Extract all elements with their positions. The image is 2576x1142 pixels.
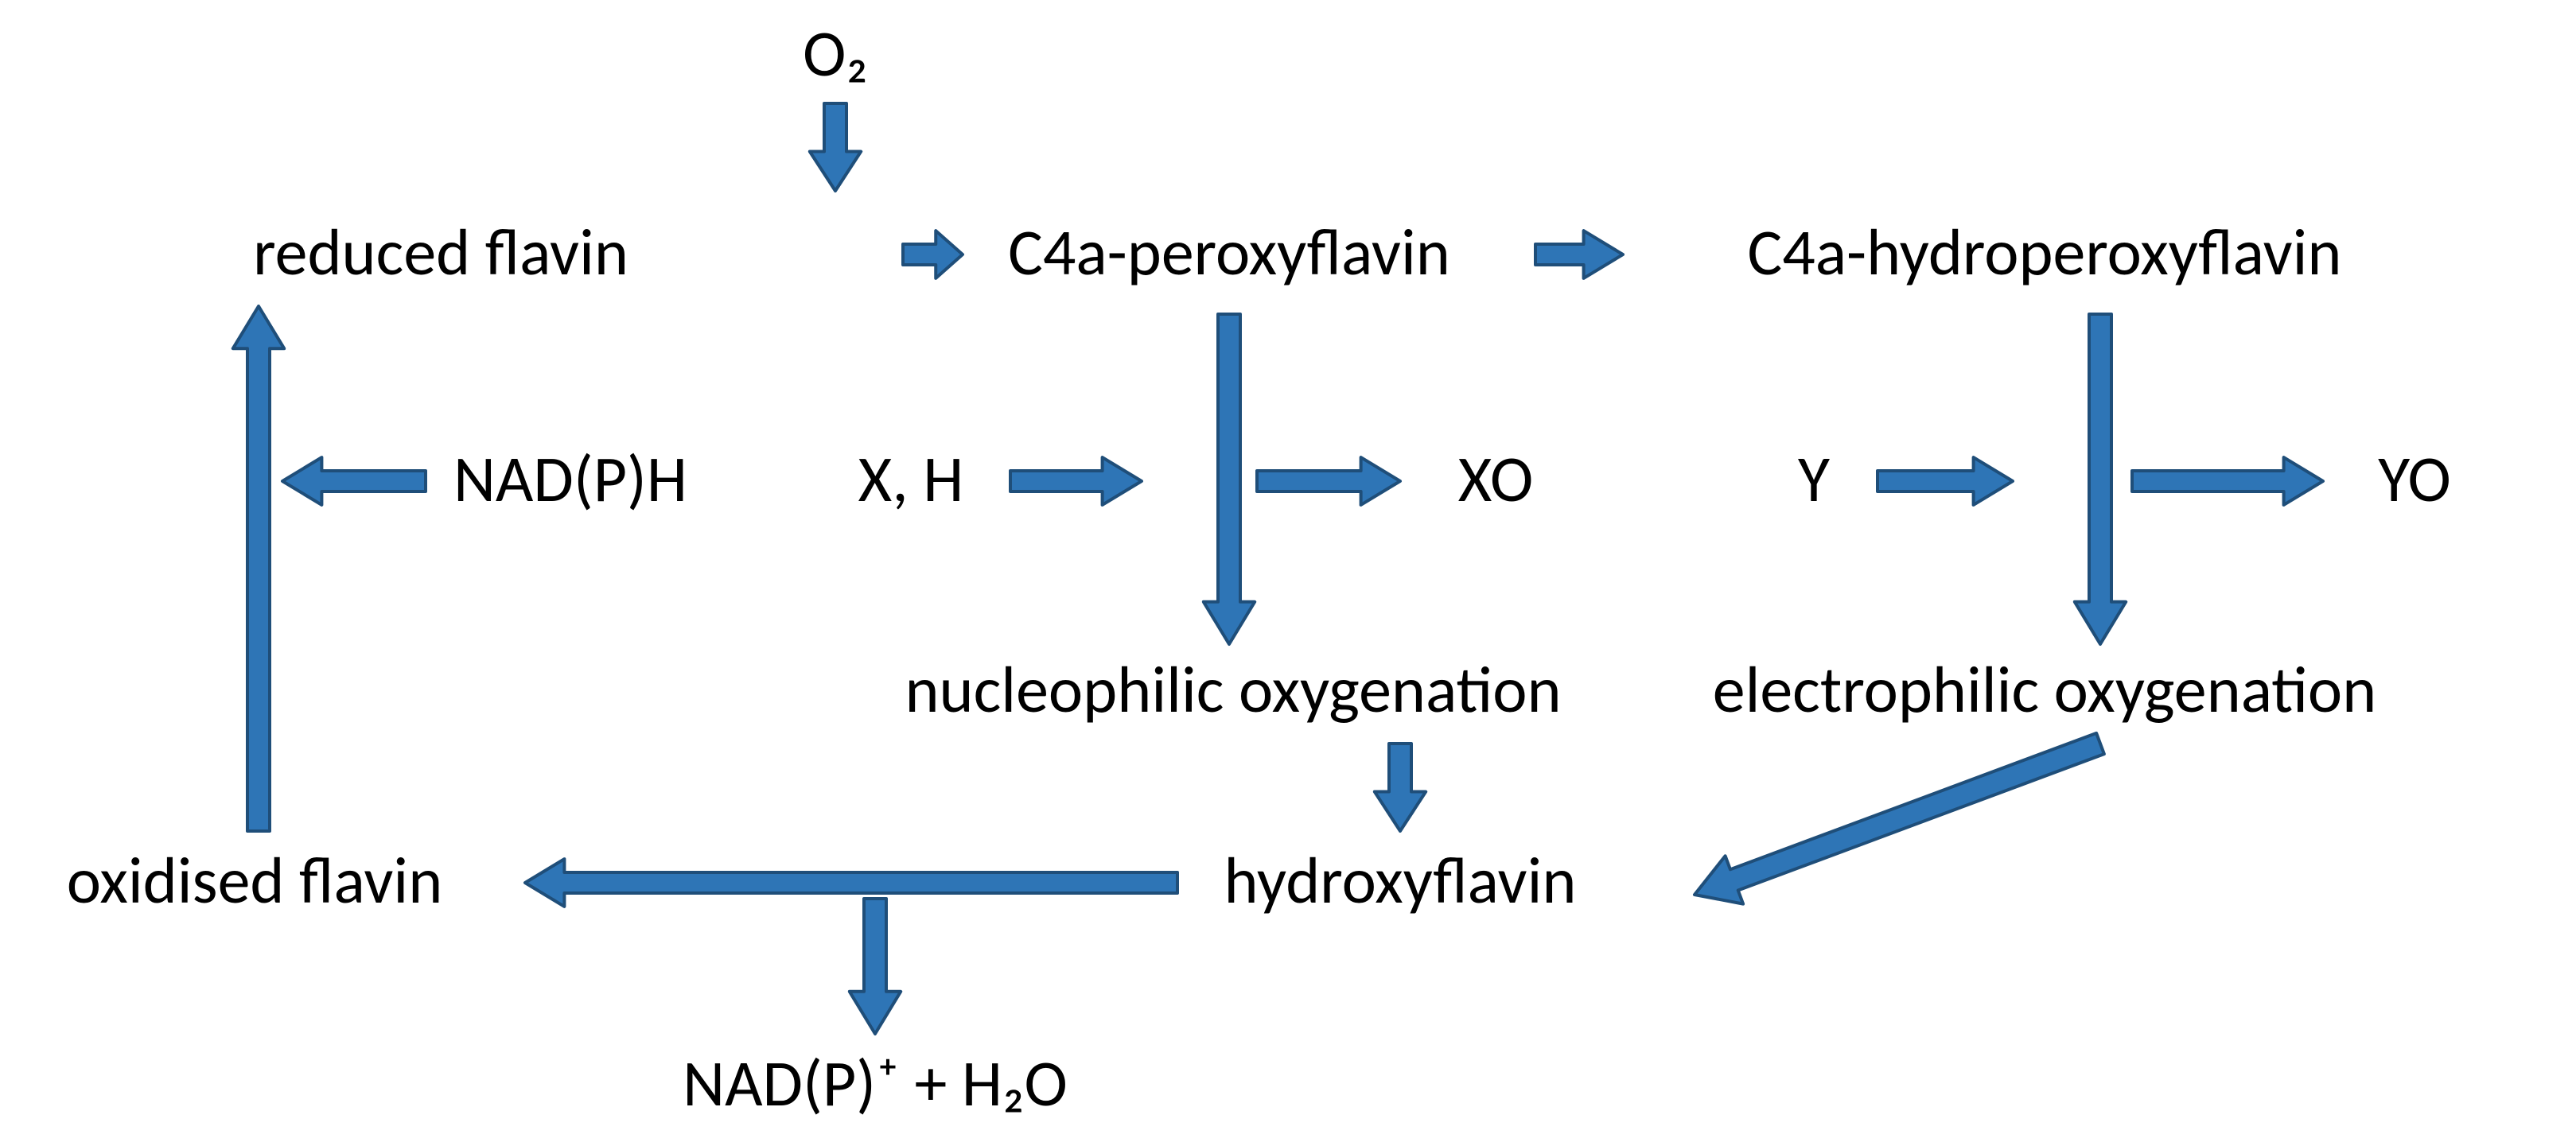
electro-to-hydroxy-icon (1695, 733, 2104, 904)
o2-to-reduced-icon (810, 103, 861, 191)
hydroxy-label: hydroxyflavin (1224, 841, 1577, 921)
y-label: Y (1798, 440, 1830, 519)
yo-label: YO (2378, 440, 2451, 519)
peroxy-down-icon (1204, 314, 1255, 644)
hydroperoxy-label: C4a-hydroperoxyflavin (1747, 213, 2341, 293)
electro-label: electrophilic oxygenation (1713, 651, 2376, 730)
xo-label: XO (1458, 440, 1534, 519)
hydroxy-to-nadp-icon (850, 899, 901, 1034)
peroxy-to-hydroperoxy-icon (1535, 231, 1623, 278)
o2-label: O₂ (803, 14, 868, 94)
y-to-bar-icon (1878, 457, 2013, 505)
nadph-to-up-icon (282, 457, 426, 505)
peroxy-label: C4a-peroxyflavin (1008, 213, 1450, 293)
reduced-label: reduced flavin (253, 213, 628, 293)
hydroperoxy-down-icon (2075, 314, 2126, 644)
oxidised-to-reduced-icon (233, 306, 284, 831)
bar-to-xo-icon (1257, 457, 1400, 505)
xh-to-bar-icon (1010, 457, 1142, 505)
hydroxy-to-oxidised-icon (525, 859, 1177, 907)
nadp_h2o-label: NAD(P)⁺ + H₂O (683, 1044, 1068, 1124)
oxidised-label: oxidised flavin (67, 841, 443, 921)
bar-to-yo-icon (2132, 457, 2323, 505)
nadph-label: NAD(P)H (453, 440, 687, 519)
xh-label: X, H (858, 440, 964, 519)
nucleo-to-hydroxy-icon (1375, 744, 1426, 831)
reduced-to-peroxy-icon (903, 231, 963, 278)
nucleo-label: nucleophilic oxygenation (905, 651, 1561, 730)
